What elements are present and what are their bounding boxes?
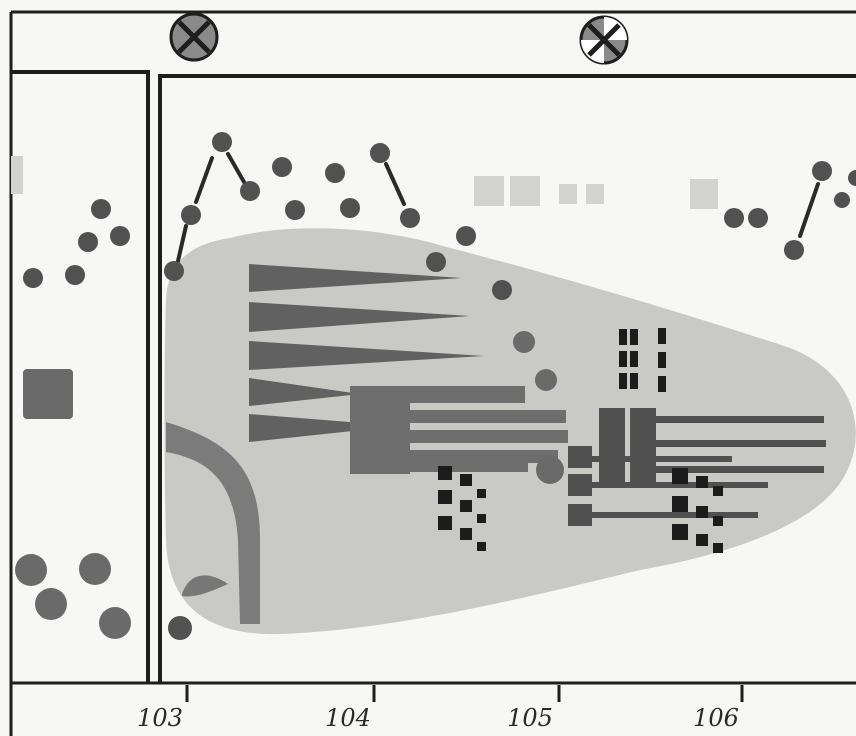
curved-band xyxy=(166,422,260,624)
dot xyxy=(834,192,850,208)
dot xyxy=(748,208,768,228)
crossed-circle-marker-right xyxy=(579,15,629,65)
bar-cluster xyxy=(568,408,826,526)
dot xyxy=(400,208,420,228)
dot xyxy=(370,143,390,163)
large-dot xyxy=(15,554,47,586)
dot xyxy=(212,132,232,152)
grey-square xyxy=(23,369,73,419)
dot xyxy=(812,161,832,181)
connector-lines xyxy=(176,152,820,263)
mid-dot-group xyxy=(513,331,564,484)
light-square-group xyxy=(474,176,718,209)
main-dot-group xyxy=(164,132,856,640)
dot xyxy=(340,198,360,218)
dot xyxy=(325,163,345,183)
wedge xyxy=(249,341,484,370)
dot xyxy=(492,280,512,300)
left-large-dot-group xyxy=(15,553,131,639)
wedge xyxy=(249,302,470,332)
dot xyxy=(272,157,292,177)
dark-square-group xyxy=(438,328,723,553)
dot xyxy=(724,208,744,228)
dot xyxy=(164,261,184,281)
dot xyxy=(426,252,446,272)
dot xyxy=(535,369,557,391)
crossed-circle-marker-left xyxy=(169,12,219,62)
wedge xyxy=(249,378,360,406)
dot xyxy=(181,205,201,225)
dot xyxy=(78,232,98,252)
left-dot-group xyxy=(23,199,130,288)
dot xyxy=(110,226,130,246)
outer-frame xyxy=(9,10,856,736)
dot xyxy=(513,331,535,353)
large-dot xyxy=(35,588,67,620)
large-dot xyxy=(99,607,131,639)
dot xyxy=(240,181,260,201)
dot xyxy=(536,456,564,484)
large-dot xyxy=(79,553,111,585)
dot xyxy=(91,199,111,219)
main-panel xyxy=(158,74,856,682)
tick-label-104: 104 xyxy=(325,704,371,732)
dot xyxy=(65,265,85,285)
dot xyxy=(285,200,305,220)
tick-label-105: 105 xyxy=(507,704,553,732)
wedge xyxy=(249,414,400,442)
teardrop-shape xyxy=(182,575,228,597)
wedge-group xyxy=(249,264,484,442)
dot xyxy=(784,240,804,260)
light-square xyxy=(11,156,23,194)
left-panel xyxy=(11,70,150,682)
wedge xyxy=(249,264,462,292)
tick-label-103: 103 xyxy=(137,704,183,732)
dot xyxy=(23,268,43,288)
tick-label-106: 106 xyxy=(693,704,739,732)
dot xyxy=(168,616,192,640)
comb-shape xyxy=(350,386,568,474)
dot xyxy=(456,226,476,246)
dot xyxy=(848,170,856,186)
axis-ticks xyxy=(185,685,744,702)
